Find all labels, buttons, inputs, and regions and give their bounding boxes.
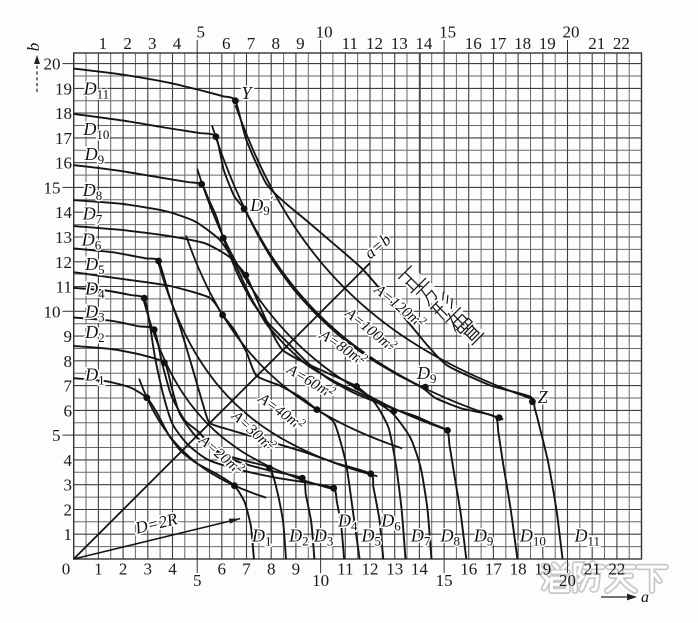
svg-text:11: 11: [56, 278, 72, 297]
svg-text:Z: Z: [538, 387, 549, 407]
svg-text:1: 1: [99, 34, 108, 53]
svg-text:4: 4: [64, 451, 73, 470]
svg-text:16: 16: [465, 34, 482, 53]
svg-text:4: 4: [168, 560, 177, 579]
svg-text:0: 0: [62, 560, 71, 579]
svg-text:4: 4: [173, 34, 182, 53]
svg-text:15: 15: [439, 23, 456, 42]
svg-text:15: 15: [44, 178, 61, 197]
svg-text:22: 22: [608, 560, 625, 579]
svg-text:a: a: [641, 589, 649, 606]
svg-text:12: 12: [362, 560, 379, 579]
svg-text:10: 10: [44, 302, 61, 321]
svg-text:9: 9: [296, 34, 305, 53]
svg-text:10: 10: [316, 23, 333, 42]
svg-text:16: 16: [55, 154, 72, 173]
svg-text:2: 2: [119, 560, 128, 579]
svg-text:19: 19: [534, 560, 551, 579]
svg-text:1: 1: [64, 525, 73, 544]
svg-text:7: 7: [64, 377, 73, 396]
svg-text:2: 2: [123, 34, 132, 53]
svg-text:19: 19: [55, 79, 72, 98]
svg-text:D9′: D9′: [249, 193, 273, 218]
svg-text:7: 7: [242, 560, 251, 579]
svg-text:10: 10: [312, 571, 329, 590]
svg-text:12: 12: [366, 34, 383, 53]
svg-text:1: 1: [94, 560, 103, 579]
svg-text:8: 8: [267, 560, 276, 579]
svg-text:8: 8: [271, 34, 280, 53]
svg-text:17: 17: [55, 129, 73, 148]
svg-text:6: 6: [64, 401, 73, 420]
svg-text:18: 18: [55, 104, 72, 123]
svg-text:5: 5: [52, 426, 61, 445]
svg-text:7: 7: [247, 34, 256, 53]
svg-text:20: 20: [563, 23, 580, 42]
svg-text:5: 5: [193, 571, 202, 590]
svg-text:13: 13: [386, 560, 403, 579]
svg-text:16: 16: [460, 560, 477, 579]
svg-text:b: b: [24, 43, 43, 52]
svg-text:3: 3: [64, 476, 73, 495]
svg-text:22: 22: [613, 34, 630, 53]
svg-text:17: 17: [485, 560, 503, 579]
svg-text:14: 14: [411, 560, 429, 579]
svg-text:6: 6: [218, 560, 227, 579]
svg-text:Y: Y: [241, 83, 253, 103]
svg-text:13: 13: [391, 34, 408, 53]
svg-text:18: 18: [510, 560, 527, 579]
svg-text:14: 14: [415, 34, 433, 53]
svg-text:20: 20: [44, 55, 61, 74]
svg-text:11: 11: [342, 34, 358, 53]
svg-text:12: 12: [55, 253, 72, 272]
svg-text:5: 5: [196, 23, 205, 42]
svg-text:21: 21: [584, 560, 601, 579]
svg-text:9: 9: [64, 327, 73, 346]
svg-text:3: 3: [148, 34, 157, 53]
svg-text:15: 15: [436, 571, 453, 590]
svg-text:21: 21: [588, 34, 605, 53]
svg-text:9: 9: [292, 560, 301, 579]
svg-text:D9: D9: [416, 363, 437, 386]
svg-text:6: 6: [222, 34, 231, 53]
svg-text:14: 14: [55, 203, 73, 222]
svg-text:13: 13: [55, 228, 72, 247]
svg-text:3: 3: [144, 560, 153, 579]
svg-text:2: 2: [64, 501, 73, 520]
svg-text:19: 19: [539, 34, 556, 53]
svg-text:11: 11: [337, 560, 353, 579]
svg-text:17: 17: [489, 34, 507, 53]
svg-text:20: 20: [559, 571, 576, 590]
svg-text:8: 8: [64, 352, 73, 371]
svg-text:18: 18: [514, 34, 531, 53]
